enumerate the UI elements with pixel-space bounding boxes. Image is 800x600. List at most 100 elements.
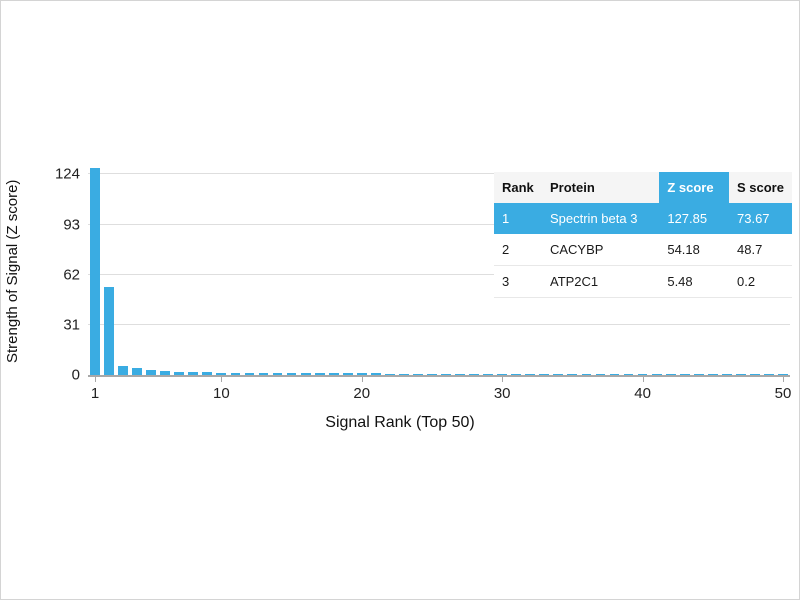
cell-z-score: 5.48: [667, 274, 693, 289]
table-row: 3 ATP2C1 5.48 0.2: [494, 266, 792, 298]
signal-bar: [778, 374, 788, 375]
signal-bar: [567, 374, 578, 375]
cell-rank: 2: [502, 242, 510, 257]
signal-bar: [679, 374, 690, 375]
x-tick-label: 30: [493, 385, 511, 402]
y-tick-label: 31: [63, 316, 80, 334]
signal-bar: [384, 373, 395, 375]
ranking-table: Rank Protein Z score S score 1 Spectrin beta…: [494, 172, 792, 298]
signal-bar: [427, 373, 437, 375]
signal-bar: [511, 373, 522, 375]
signal-bar: [146, 370, 157, 375]
signal-bar: [581, 374, 592, 375]
cell-z-score: 54.18: [667, 242, 700, 257]
x-tick-mark: [502, 377, 504, 382]
signal-bar: [342, 373, 353, 375]
signal-bar: [609, 374, 620, 375]
plot-area: [88, 168, 790, 377]
signal-bar: [721, 374, 732, 375]
signal-bar: [693, 374, 704, 375]
signal-bar: [216, 372, 227, 375]
signal-bar: [370, 373, 381, 375]
grid-line: [88, 223, 790, 225]
signal-bar: [160, 371, 171, 375]
cell-s-score: 48.7: [737, 242, 763, 257]
cell-s-score: 73.67: [737, 211, 770, 226]
signal-bar: [90, 168, 100, 375]
cell-rank: 3: [502, 274, 510, 289]
signal-bar: [595, 374, 606, 375]
y-tick-label: 0: [71, 366, 80, 384]
y-tick-label: 93: [63, 216, 80, 234]
table-row: 2 CACYBP 54.18 48.7: [494, 234, 792, 266]
signal-bar: [469, 373, 479, 375]
grid-line: [88, 173, 790, 175]
signal-bar: [651, 374, 662, 375]
signal-bar: [300, 373, 311, 375]
protein-score-table: Rank Protein Z score S score 1 Spectrin beta…: [494, 172, 792, 298]
grid-line: [88, 323, 790, 325]
signal-bar: [764, 374, 774, 375]
x-tick-mark: [782, 377, 784, 382]
column-header-protein: Protein: [541, 172, 660, 203]
signal-bar: [286, 373, 297, 375]
cell-z-score: 127.85: [667, 211, 708, 226]
cell-s-score: 0.2: [737, 274, 756, 289]
signal-bar: [398, 373, 409, 375]
y-tick-label: 62: [63, 266, 80, 284]
x-axis-ticks: 1 10 20 30 40 50: [88, 377, 792, 409]
x-tick-label: 20: [353, 385, 371, 402]
signal-bar: [244, 372, 255, 375]
signal-bar: [497, 373, 508, 375]
signal-bar: [202, 372, 213, 375]
x-tick-mark: [221, 377, 223, 382]
signal-bar: [413, 373, 423, 375]
column-header-z-score: Z score: [659, 172, 729, 203]
signal-bar: [455, 373, 465, 375]
signal-bar: [665, 374, 676, 375]
cell-protein: CACYBP: [549, 242, 604, 257]
x-tick-label: 50: [774, 385, 792, 402]
signal-bar: [230, 372, 241, 375]
x-tick-label: 40: [634, 385, 651, 402]
signal-bar: [539, 373, 550, 375]
signal-bar: [188, 372, 199, 375]
x-tick-label: 1: [90, 385, 100, 402]
table-header-row: Rank Protein Z score S score: [494, 172, 792, 203]
table-row: 1 Spectrin beta 3 127.85 73.67: [494, 203, 792, 234]
signal-bar: [553, 373, 564, 375]
y-tick-label: 124: [54, 165, 80, 183]
y-axis-ticks: 0 31 62 93 124: [0, 165, 80, 384]
signal-bar: [272, 372, 283, 375]
cell-protein: ATP2C1: [549, 274, 599, 289]
signal-bar: [328, 373, 339, 375]
signal-bar: [441, 373, 451, 375]
grid-line: [88, 273, 790, 275]
signal-bar: [735, 374, 746, 375]
signal-bar: [623, 374, 634, 375]
signal-bar: [314, 373, 325, 375]
x-tick-mark: [642, 377, 644, 382]
table-header: Rank Protein Z score S score: [494, 172, 792, 203]
signal-bar: [749, 374, 760, 375]
signal-bar: [118, 366, 128, 375]
x-axis-title: Signal Rank (Top 50): [325, 414, 475, 431]
signal-bar: [132, 367, 143, 375]
signal-bar: [174, 371, 185, 375]
signal-bar: [356, 373, 367, 375]
signal-bar: [258, 372, 269, 375]
table-body: 1 Spectrin beta 3 127.85 73.67 2 CACYBP 54.18 4…: [494, 203, 792, 298]
signal-bar: [525, 373, 536, 375]
signal-bar: [104, 287, 114, 375]
cell-protein: Spectrin beta 3: [549, 211, 638, 226]
signal-bar: [707, 374, 718, 375]
signal-bar: [483, 373, 494, 375]
x-tick-label: 10: [213, 385, 230, 402]
cell-rank: 1: [502, 211, 510, 226]
column-header-rank: Rank: [494, 172, 542, 203]
signal-bar: [637, 374, 648, 375]
x-tick-mark: [361, 377, 363, 382]
x-tick-mark: [95, 377, 97, 382]
column-header-s-score: S score: [729, 172, 792, 203]
